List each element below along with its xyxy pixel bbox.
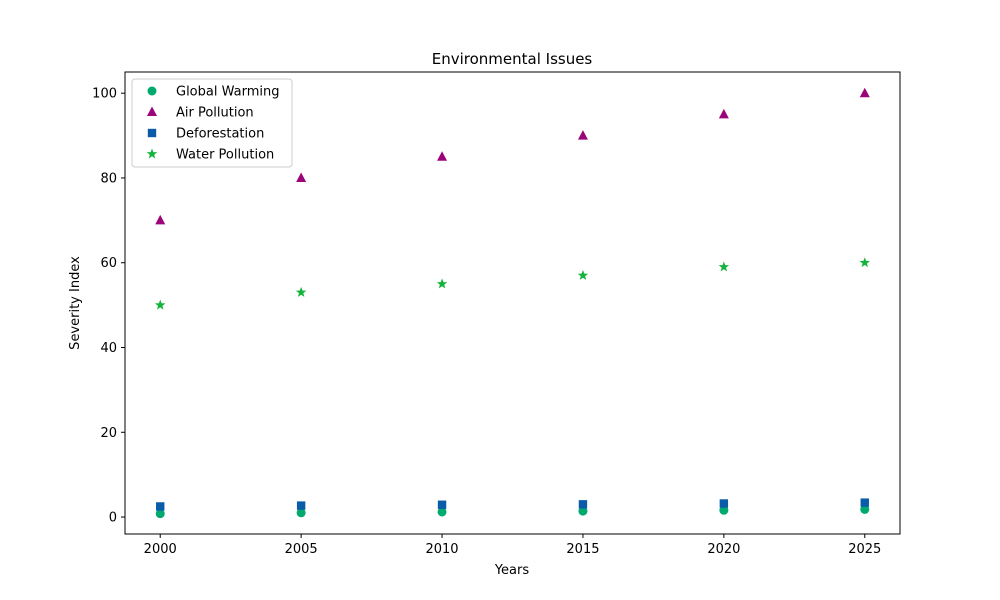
x-tick-label: 2015 bbox=[566, 542, 599, 557]
point-water-pollution bbox=[295, 286, 307, 297]
y-tick-label: 100 bbox=[92, 87, 117, 102]
y-tick-label: 80 bbox=[100, 171, 117, 186]
point-water-pollution bbox=[859, 257, 870, 268]
legend-label-global-warming: Global Warming bbox=[176, 85, 279, 100]
point-deforestation bbox=[156, 502, 165, 511]
point-deforestation bbox=[437, 500, 447, 509]
y-tick-label: 60 bbox=[100, 256, 117, 271]
point-deforestation bbox=[296, 501, 306, 510]
point-air-pollution bbox=[155, 214, 166, 225]
y-axis-label: Severity Index bbox=[68, 256, 83, 350]
legend-marker-deforestation bbox=[147, 128, 157, 138]
y-tick-label: 0 bbox=[109, 511, 117, 526]
plot-area-frame bbox=[124, 71, 901, 535]
point-air-pollution bbox=[718, 108, 729, 119]
point-deforestation bbox=[860, 498, 869, 507]
x-tick-label: 2020 bbox=[707, 542, 740, 557]
point-water-pollution bbox=[436, 278, 448, 289]
legend-box bbox=[131, 78, 293, 168]
y-tick-label: 20 bbox=[100, 426, 117, 441]
point-deforestation bbox=[719, 499, 729, 508]
legend: Global Warming Air Pollution Deforestation… bbox=[131, 78, 293, 168]
x-tick-label: 2010 bbox=[425, 542, 458, 557]
legend-marker-air-pollution bbox=[147, 106, 157, 116]
point-water-pollution bbox=[577, 269, 589, 280]
legend-label-deforestation: Deforestation bbox=[176, 127, 264, 142]
x-tick-label: 2000 bbox=[144, 542, 177, 557]
axis-ticks: 2000 2005 2010 2015 2020 2025 0 20 40 60 80 100 bbox=[92, 87, 881, 557]
point-global-warming bbox=[719, 505, 729, 515]
point-air-pollution bbox=[859, 87, 870, 98]
legend-marker-water-pollution bbox=[146, 148, 158, 159]
chart-title: Environmental Issues bbox=[432, 50, 593, 68]
data-points bbox=[155, 87, 870, 519]
point-air-pollution bbox=[577, 130, 588, 140]
legend-label-air-pollution: Air Pollution bbox=[176, 106, 254, 121]
legend-marker-global-warming bbox=[147, 86, 157, 96]
point-global-warming bbox=[860, 504, 870, 514]
point-water-pollution bbox=[718, 261, 730, 272]
point-global-warming bbox=[578, 506, 588, 516]
y-tick-label: 40 bbox=[100, 341, 117, 356]
point-global-warming bbox=[296, 508, 306, 518]
point-air-pollution bbox=[437, 151, 448, 161]
x-tick-label: 2025 bbox=[848, 542, 881, 557]
legend-label-water-pollution: Water Pollution bbox=[176, 148, 274, 163]
point-deforestation bbox=[578, 500, 588, 509]
point-air-pollution bbox=[296, 172, 307, 182]
point-water-pollution bbox=[155, 299, 166, 310]
point-global-warming bbox=[437, 507, 447, 517]
point-global-warming bbox=[155, 509, 165, 519]
x-tick-label: 2005 bbox=[285, 542, 318, 557]
x-axis-label: Years bbox=[494, 563, 530, 578]
